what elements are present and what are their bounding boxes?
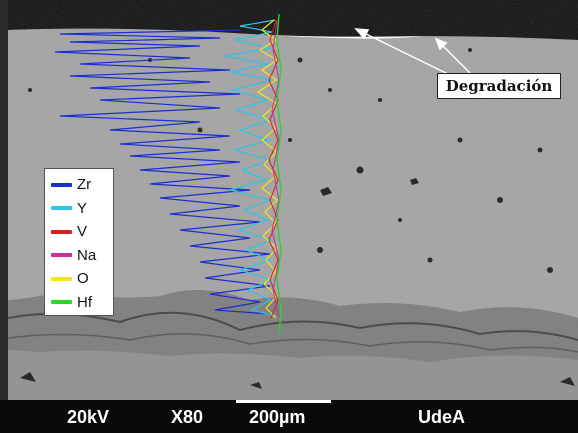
legend-label-o: O [77,270,89,288]
degradation-arrows [354,28,471,77]
hf-trace [276,13,282,335]
legend-swatch-o [51,276,72,281]
legend-label-hf: Hf [77,293,92,311]
degradation-callout: Degradación [437,73,561,99]
legend-item-v: V [51,220,113,244]
legend-item-y: Y [51,197,113,221]
legend-item-na: Na [51,244,113,268]
legend-swatch-hf [51,300,72,305]
legend-swatch-y [51,206,72,211]
voltage-readout: 20kV [67,407,110,427]
scale-label: 200µm [249,407,306,427]
legend-swatch-zr [51,182,72,187]
legend-label-na: Na [77,246,97,264]
legend-label-zr: Zr [77,176,92,194]
legend-item-hf: Hf [51,291,113,315]
o-trace [256,19,279,319]
info-bar [0,400,578,433]
na-trace [271,19,280,319]
element-legend: Zr Y V Na O Hf [44,168,114,316]
zr-trace [54,29,271,315]
y-trace [224,19,276,317]
eds-linescan [54,13,282,335]
legend-swatch-v [51,229,72,234]
legend-label-y: Y [77,199,88,217]
magnification-readout: X80 [171,407,204,427]
scale-bar [236,400,331,403]
legend-item-o: O [51,267,113,291]
legend-label-v: V [77,223,88,241]
legend-swatch-na [51,253,72,258]
lab-label: UdeA [418,407,466,427]
legend-item-zr: Zr [51,173,113,197]
